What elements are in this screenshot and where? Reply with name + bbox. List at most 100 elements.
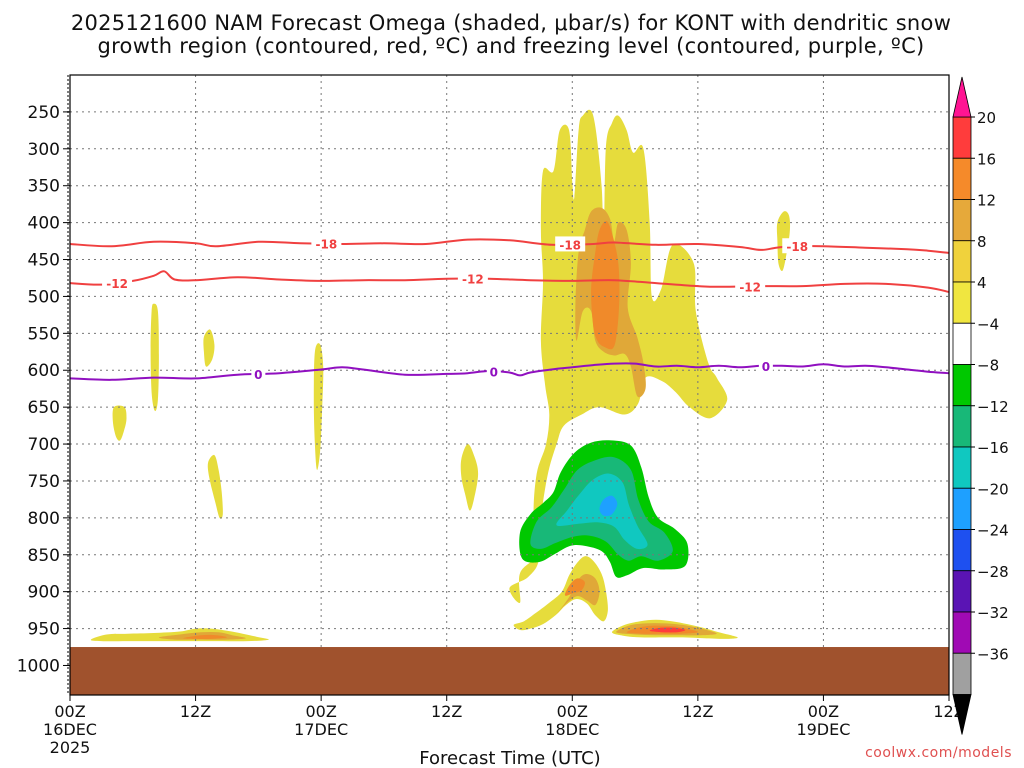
y-tick-label-350: 350 xyxy=(28,177,60,197)
ground-fill xyxy=(70,647,949,695)
omega-region-16 xyxy=(207,454,223,519)
contour-label-bg-2-1 xyxy=(486,363,501,379)
ground-layer xyxy=(70,647,949,695)
x-tick-label-6: 00Z xyxy=(808,702,839,721)
omega-region-18 xyxy=(460,443,479,511)
omega-region-12 xyxy=(182,634,228,640)
omega-region-4 xyxy=(549,573,600,622)
contour-label-1-2: -12 xyxy=(739,280,761,294)
colorbar-label-11: −28 xyxy=(977,563,1009,581)
x-tick-label-4: 00Z xyxy=(557,702,588,721)
colorbar-label-1: 16 xyxy=(977,150,996,168)
y-tick-label-1000: 1000 xyxy=(17,656,60,676)
colorbar-label-0: 20 xyxy=(977,109,996,127)
gridlines xyxy=(70,75,949,695)
x-tick-year-0: 2025 xyxy=(50,738,91,757)
colorbar-label-5: −4 xyxy=(977,315,999,333)
contour-label-bg-2-0 xyxy=(251,365,266,381)
omega-region-14 xyxy=(112,405,127,441)
omega-region-2 xyxy=(591,220,620,350)
omega-region-17 xyxy=(313,343,324,471)
contour-label-1-0: -12 xyxy=(106,277,128,291)
colorbar-swatch-6 xyxy=(952,364,972,407)
y-tick-label-700: 700 xyxy=(28,435,60,455)
y-tick-label-300: 300 xyxy=(28,140,60,160)
credit-text: coolwx.com/models xyxy=(865,745,1012,761)
colorbar-label-9: −20 xyxy=(977,480,1009,498)
omega-region-15 xyxy=(203,329,215,367)
colorbar-swatch-2 xyxy=(952,199,972,242)
colorbar-bottom-arrow xyxy=(952,694,972,735)
colorbar-swatch-8 xyxy=(952,446,972,489)
y-tick-label-400: 400 xyxy=(28,214,60,234)
temperature-contours: -18 -18 -18 -12 -12 -12 0 0 0 xyxy=(69,235,950,382)
y-tick-label-250: 250 xyxy=(28,103,60,123)
contour-line-0 xyxy=(69,238,950,254)
contour-label-2-1: 0 xyxy=(490,365,498,379)
x-tick-label-1: 12Z xyxy=(180,702,211,721)
y-tick-label-650: 650 xyxy=(28,398,60,418)
colorbar-swatch-4 xyxy=(952,281,972,324)
y-tick-label-900: 900 xyxy=(28,583,60,603)
x-tick-label-5: 12Z xyxy=(682,702,713,721)
colorbar-label-12: −32 xyxy=(977,604,1009,622)
contour-label-0-2: -18 xyxy=(786,240,808,254)
contour-label-2-2: 0 xyxy=(762,360,770,374)
y-tick-label-750: 750 xyxy=(28,472,60,492)
colorbar-label-2: 12 xyxy=(977,192,996,210)
y-tick-label-450: 450 xyxy=(28,251,60,271)
colorbar-label-6: −8 xyxy=(977,357,999,375)
chart-title-line2: growth region (contoured, red, ºC) and f… xyxy=(97,34,924,58)
x-tick-label-3: 12Z xyxy=(431,702,462,721)
contour-line-1 xyxy=(69,270,950,293)
contour-label-bg-1-2 xyxy=(735,278,766,294)
contour-label-bg-0-2 xyxy=(782,238,813,254)
y-tick-label-550: 550 xyxy=(28,324,60,344)
y-tick-label-950: 950 xyxy=(28,620,60,640)
contour-label-0-0: -18 xyxy=(316,238,338,252)
colorbar-swatch-1 xyxy=(952,157,972,200)
x-tick-date-2: 17DEC xyxy=(294,720,348,739)
colorbar-label-10: −24 xyxy=(977,522,1009,540)
colorbar: 20 16 12 8 4 −4 −8 −12 −16 −20 −24 −28 −32 −36 xyxy=(952,76,1009,735)
colorbar-label-3: 8 xyxy=(977,233,987,251)
colorbar-swatch-9 xyxy=(952,487,972,530)
contour-label-1-1: -12 xyxy=(462,273,484,287)
y-tick-label-500: 500 xyxy=(28,287,60,307)
colorbar-label-7: −12 xyxy=(977,398,1009,416)
colorbar-swatch-13 xyxy=(952,652,972,695)
colorbar-swatch-10 xyxy=(952,529,972,572)
colorbar-swatch-3 xyxy=(952,240,972,283)
x-tick-label-2: 00Z xyxy=(305,702,336,721)
contour-line-2 xyxy=(69,362,950,381)
colorbar-swatch-0 xyxy=(952,116,972,159)
contour-label-2-0: 0 xyxy=(254,368,262,382)
colorbar-swatch-5 xyxy=(952,322,972,365)
colorbar-top-arrow xyxy=(952,76,972,118)
contour-label-bg-0-1 xyxy=(555,236,586,252)
omega-region-23 xyxy=(599,495,618,517)
omega-region-0 xyxy=(509,109,728,604)
y-tick-label-600: 600 xyxy=(28,361,60,381)
chart-title-line1: 2025121600 NAM Forecast Omega (shaded, μ… xyxy=(71,11,951,35)
omega-shading xyxy=(90,109,791,642)
plot-frame xyxy=(69,74,950,696)
contour-label-bg-2-2 xyxy=(758,357,773,373)
colorbar-swatch-11 xyxy=(952,570,972,613)
colorbar-label-13: −36 xyxy=(977,645,1009,663)
contour-label-bg-1-0 xyxy=(102,274,133,290)
axes: 250 300 350 400 450 500 550 600 650 700 750 800 850 9… xyxy=(17,74,965,757)
x-tick-date-6: 19DEC xyxy=(796,720,850,739)
contour-label-bg-0-0 xyxy=(311,235,342,251)
y-tick-label-850: 850 xyxy=(28,546,60,566)
contour-label-bg-1-1 xyxy=(457,270,488,286)
omega-region-13 xyxy=(150,303,159,412)
colorbar-label-8: −16 xyxy=(977,439,1009,457)
x-tick-label-0: 00Z xyxy=(54,702,85,721)
x-tick-date-4: 18DEC xyxy=(545,720,599,739)
colorbar-label-4: 4 xyxy=(977,274,987,292)
colorbar-swatch-12 xyxy=(952,611,972,654)
x-axis-label: Forecast Time (UTC) xyxy=(419,748,600,768)
contour-label-0-1: -18 xyxy=(559,238,581,252)
